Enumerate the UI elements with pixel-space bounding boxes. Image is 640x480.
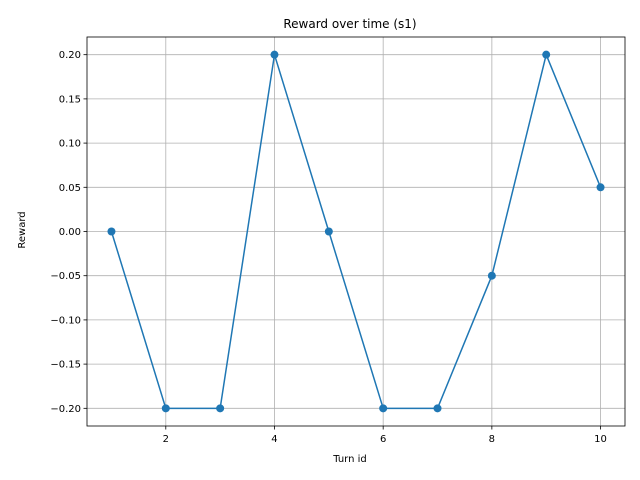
x-tick-label: 10 bbox=[594, 434, 607, 445]
axis-ticks: 2 4 6 8 10 −0.20 −0.15 −0.10 −0.05 0.00 0.05 0.10 0.… bbox=[50, 50, 607, 445]
data-point bbox=[270, 50, 279, 59]
grid bbox=[87, 37, 625, 426]
data-series bbox=[107, 50, 605, 413]
x-tick-label: 6 bbox=[380, 434, 386, 445]
data-point bbox=[379, 404, 388, 413]
data-point bbox=[324, 227, 333, 236]
data-point bbox=[487, 271, 496, 280]
y-tick-label: 0.05 bbox=[59, 183, 81, 194]
y-axis-label: Reward bbox=[17, 211, 28, 248]
y-tick-label: 0.10 bbox=[59, 139, 81, 150]
chart-title: Reward over time (s1) bbox=[283, 17, 416, 31]
data-point bbox=[542, 50, 551, 59]
data-point bbox=[161, 404, 170, 413]
x-axis-label: Turn id bbox=[332, 454, 367, 465]
data-point bbox=[107, 227, 116, 236]
y-tick-label: −0.20 bbox=[50, 404, 81, 415]
data-point bbox=[596, 183, 605, 192]
y-tick-label: −0.15 bbox=[50, 360, 81, 371]
y-tick-label: −0.10 bbox=[50, 315, 81, 326]
data-point bbox=[433, 404, 442, 413]
x-tick-label: 2 bbox=[163, 434, 169, 445]
y-tick-label: 0.00 bbox=[59, 227, 81, 238]
y-tick-label: −0.05 bbox=[50, 271, 81, 282]
x-tick-label: 4 bbox=[271, 434, 277, 445]
y-tick-label: 0.15 bbox=[59, 94, 81, 105]
x-tick-label: 8 bbox=[489, 434, 495, 445]
data-point bbox=[216, 404, 225, 413]
y-tick-label: 0.20 bbox=[59, 50, 81, 61]
series-line bbox=[110, 52, 602, 410]
